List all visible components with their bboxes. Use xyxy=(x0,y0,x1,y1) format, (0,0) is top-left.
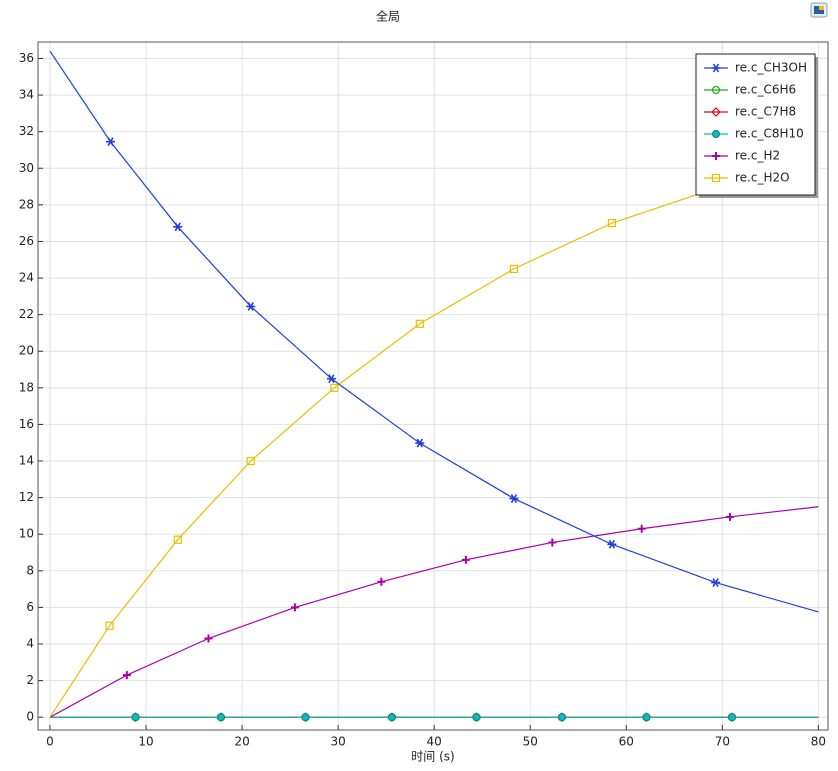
marker xyxy=(415,319,424,328)
x-tick-label: 30 xyxy=(331,735,346,749)
marker xyxy=(204,634,213,643)
marker xyxy=(387,713,397,722)
toolbar-icon[interactable] xyxy=(810,2,828,18)
legend-label: re.c_CH3OH xyxy=(735,61,807,75)
series-line xyxy=(49,50,819,613)
marker xyxy=(472,713,481,722)
marker xyxy=(727,713,737,722)
x-tick-label: 50 xyxy=(523,735,538,749)
y-tick-label: 8 xyxy=(26,563,34,577)
marker xyxy=(607,539,617,549)
marker xyxy=(301,713,310,722)
y-tick-label: 2 xyxy=(26,673,34,687)
x-tick-label: 20 xyxy=(234,735,249,749)
marker xyxy=(509,494,519,503)
marker xyxy=(122,671,131,680)
y-tick-label: 22 xyxy=(19,307,34,321)
x-tick-label: 80 xyxy=(811,735,826,749)
y-tick-label: 34 xyxy=(19,88,34,102)
marker xyxy=(711,63,721,73)
y-tick-label: 26 xyxy=(19,234,34,248)
legend-label: re.c_C6H6 xyxy=(735,83,796,97)
marker xyxy=(711,173,721,183)
y-tick-label: 28 xyxy=(19,197,34,211)
marker xyxy=(246,456,255,466)
marker xyxy=(557,713,567,722)
x-tick-label: 70 xyxy=(715,735,730,749)
x-tick-label: 40 xyxy=(427,735,442,749)
y-tick-label: 12 xyxy=(19,490,34,504)
y-tick-label: 10 xyxy=(19,527,34,541)
marker xyxy=(711,107,721,117)
x-tick-label: 60 xyxy=(619,735,634,749)
legend-box xyxy=(695,53,816,196)
marker xyxy=(509,264,519,273)
y-tick-label: 6 xyxy=(26,600,34,614)
y-tick-label: 4 xyxy=(26,637,34,651)
marker xyxy=(711,85,721,95)
y-tick-label: 30 xyxy=(19,161,34,175)
marker xyxy=(377,577,386,586)
y-tick-label: 32 xyxy=(19,124,34,138)
x-tick-label: 10 xyxy=(138,735,153,749)
x-tick-label: 0 xyxy=(46,735,54,749)
legend-label: re.c_C7H8 xyxy=(735,105,796,119)
x-axis-label: 时间 (s) xyxy=(411,750,454,764)
y-tick-label: 18 xyxy=(19,380,34,394)
y-tick-label: 14 xyxy=(19,454,34,468)
y-tick-label: 0 xyxy=(26,710,34,724)
marker xyxy=(711,578,721,587)
series-line xyxy=(49,162,819,718)
marker xyxy=(711,129,721,139)
marker xyxy=(131,713,140,722)
marker xyxy=(105,621,114,630)
y-tick-label: 24 xyxy=(19,271,34,285)
marker xyxy=(290,603,299,612)
marker xyxy=(642,713,651,722)
marker xyxy=(415,438,425,448)
marker xyxy=(637,524,646,533)
marker xyxy=(461,555,470,564)
marker xyxy=(173,222,183,232)
legend-label: re.c_C8H10 xyxy=(735,127,804,141)
marker xyxy=(173,535,182,544)
series-line xyxy=(49,506,819,718)
marker xyxy=(548,538,557,547)
marker xyxy=(326,374,336,384)
marker xyxy=(726,512,735,521)
marker xyxy=(216,713,226,722)
marker xyxy=(712,152,720,160)
icon-accent xyxy=(819,6,824,10)
marker xyxy=(106,137,116,147)
y-tick-label: 20 xyxy=(19,344,34,358)
marker xyxy=(330,383,339,392)
y-tick-label: 36 xyxy=(19,51,34,65)
marker xyxy=(607,219,616,228)
marker xyxy=(246,301,256,311)
plot-frame xyxy=(37,41,829,731)
y-tick-label: 16 xyxy=(19,417,34,431)
legend-label: re.c_H2O xyxy=(735,171,790,185)
legend-label: re.c_H2 xyxy=(735,149,780,163)
chart-title: 全局 xyxy=(376,9,400,24)
